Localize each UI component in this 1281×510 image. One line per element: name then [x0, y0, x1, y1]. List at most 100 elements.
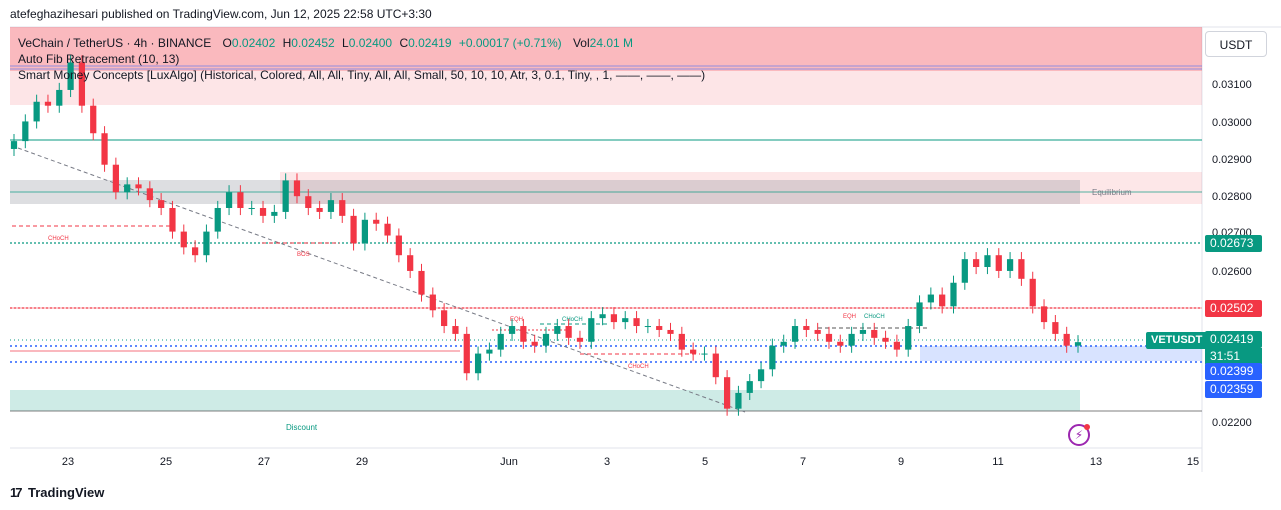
candle-body[interactable] [305, 196, 312, 208]
candle-body[interactable] [293, 180, 301, 197]
candle-body[interactable] [905, 326, 912, 350]
candle-body[interactable] [565, 326, 572, 338]
alert-bolt-icon[interactable]: ⚡ [1068, 424, 1090, 446]
candle-body[interactable] [508, 326, 516, 334]
candle-body[interactable] [78, 62, 86, 106]
candle-body[interactable] [690, 349, 697, 354]
candle-body[interactable] [158, 200, 165, 208]
candle-body[interactable] [1029, 278, 1036, 307]
candle-body[interactable] [791, 326, 799, 342]
candle-body[interactable] [554, 326, 561, 334]
candle-body[interactable] [452, 326, 459, 334]
candle-body[interactable] [339, 200, 346, 216]
candle-body[interactable] [644, 326, 651, 328]
candle-body[interactable] [961, 259, 968, 283]
candle-body[interactable] [871, 329, 878, 338]
candle-body[interactable] [101, 133, 108, 165]
candle-body[interactable] [112, 164, 119, 193]
tradingview-logo[interactable]: 17 TradingView [10, 485, 104, 500]
candle-body[interactable] [939, 294, 946, 307]
candle-body[interactable] [10, 141, 18, 149]
candle-body[interactable] [757, 369, 765, 382]
candle-body[interactable] [531, 341, 538, 346]
candle-body[interactable] [282, 180, 289, 212]
indicator-fib[interactable]: Auto Fib Retracement (10, 13) [18, 52, 180, 66]
candle-body[interactable] [723, 377, 731, 409]
candle-body[interactable] [191, 247, 199, 256]
candle-body[interactable] [610, 314, 618, 323]
candle-body[interactable] [769, 345, 776, 370]
candle-body[interactable] [859, 329, 867, 334]
candle-body[interactable] [429, 294, 436, 311]
candle-body[interactable] [441, 310, 448, 327]
candle-body[interactable] [124, 184, 131, 193]
candle-body[interactable] [1018, 259, 1025, 279]
candle-body[interactable] [44, 101, 52, 106]
candle-body[interactable] [746, 381, 753, 393]
candle-body[interactable] [1074, 342, 1082, 346]
candle-body[interactable] [259, 207, 267, 216]
candle-body[interactable] [474, 353, 482, 374]
candle-body[interactable] [814, 329, 821, 334]
currency-button[interactable]: USDT [1205, 31, 1267, 57]
candle-body[interactable] [712, 353, 719, 378]
candle-body[interactable] [407, 255, 414, 271]
candle-body[interactable] [135, 184, 142, 189]
candle-body[interactable] [486, 349, 493, 354]
candle-body[interactable] [90, 105, 97, 134]
candle-body[interactable] [701, 353, 708, 355]
candle-body[interactable] [361, 219, 369, 244]
candle-body[interactable] [599, 314, 606, 319]
candle-body[interactable] [837, 341, 844, 346]
candle-body[interactable] [995, 255, 1002, 271]
candle-body[interactable] [67, 62, 74, 90]
candle-body[interactable] [146, 188, 153, 201]
candle-body[interactable] [588, 318, 595, 342]
candle-body[interactable] [984, 255, 991, 268]
candle-body[interactable] [56, 89, 63, 106]
candle-body[interactable] [882, 337, 889, 342]
candle-body[interactable] [316, 207, 323, 212]
candle-body[interactable] [169, 207, 176, 232]
candle-body[interactable] [1006, 259, 1014, 271]
candle-body[interactable] [950, 282, 957, 307]
candle-body[interactable] [225, 192, 233, 208]
candle-body[interactable] [576, 337, 584, 342]
candle-body[interactable] [497, 333, 504, 350]
candle-body[interactable] [667, 329, 674, 334]
candle-body[interactable] [418, 270, 425, 295]
candle-body[interactable] [373, 219, 380, 224]
candle-body[interactable] [893, 341, 901, 350]
candle-body[interactable] [803, 326, 810, 330]
candle-body[interactable] [622, 318, 629, 323]
candle-body[interactable] [735, 392, 742, 409]
candle-body[interactable] [1052, 322, 1059, 334]
candle-body[interactable] [916, 302, 923, 327]
candle-body[interactable] [463, 333, 470, 374]
candle-body[interactable] [248, 207, 255, 209]
candle-body[interactable] [203, 231, 210, 256]
candle-body[interactable] [214, 207, 221, 232]
candle-body[interactable] [656, 326, 663, 330]
candle-body[interactable] [848, 333, 855, 346]
candle-body[interactable] [395, 235, 402, 256]
candle-body[interactable] [520, 326, 527, 342]
candle-body[interactable] [22, 121, 29, 142]
candle-body[interactable] [237, 192, 244, 208]
symbol-title[interactable]: VeChain / TetherUS · 4h · BINANCE [18, 36, 212, 50]
candle-body[interactable] [633, 318, 640, 327]
candle-body[interactable] [327, 200, 335, 212]
candle-body[interactable] [180, 231, 187, 248]
candle-body[interactable] [927, 294, 934, 303]
candle-body[interactable] [825, 333, 833, 342]
indicator-smc[interactable]: Smart Money Concepts [LuxAlgo] (Historic… [18, 68, 706, 82]
candle-body[interactable] [780, 341, 787, 346]
candle-body[interactable] [542, 333, 550, 346]
candle-body[interactable] [384, 223, 391, 236]
candle-body[interactable] [973, 259, 980, 268]
candle-body[interactable] [271, 211, 278, 216]
candle-body[interactable] [678, 333, 685, 350]
candle-body[interactable] [33, 101, 40, 122]
candle-body[interactable] [350, 215, 357, 244]
